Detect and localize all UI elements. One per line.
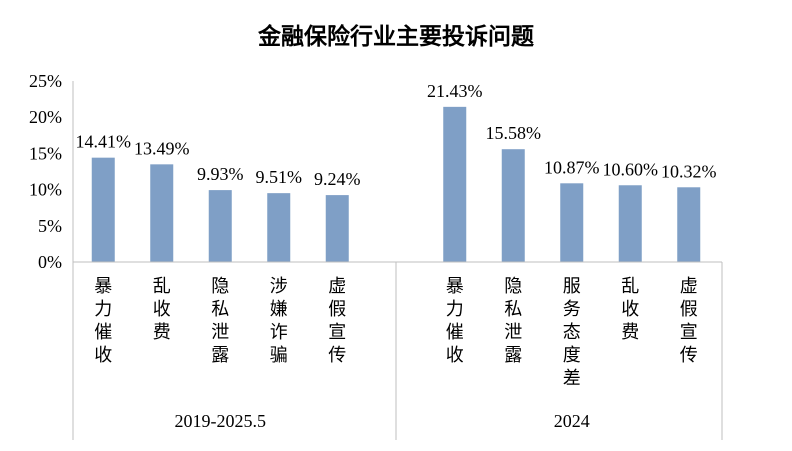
category-label: 暴力催收 — [94, 276, 112, 366]
data-label: 9.93% — [197, 164, 244, 184]
category-label: 虚假宣传 — [328, 276, 346, 366]
bar — [443, 106, 467, 262]
category-label: 服务态度差 — [563, 276, 581, 389]
x-axis: 暴力催收 乱收费 隐私泄露 涉嫌诈骗 虚假宣传 2019-2025.5 暴力催收 隐私泄露 服务… — [73, 261, 723, 440]
bar — [150, 164, 174, 262]
data-label: 14.41% — [76, 132, 132, 152]
category-label: 涉嫌诈骗 — [270, 276, 288, 366]
data-label: 10.32% — [661, 161, 717, 181]
data-label: 10.60% — [603, 159, 659, 179]
category-label: 乱收费 — [621, 276, 639, 343]
bar — [267, 193, 291, 262]
bar — [91, 157, 115, 262]
y-tick-label: 5% — [38, 216, 62, 236]
data-label: 9.51% — [256, 167, 303, 187]
bar — [677, 187, 701, 262]
bar — [501, 149, 525, 262]
category-label: 隐私泄露 — [504, 276, 522, 366]
bars: 14.41% 13.49%9.93% 9.51% 9.24%21.43%15.58%1… — [76, 81, 717, 262]
bar — [618, 185, 642, 262]
y-tick-label: 25% — [29, 71, 62, 91]
y-tick-label: 0% — [38, 252, 62, 272]
bar — [325, 195, 349, 262]
y-tick-label: 20% — [29, 107, 62, 127]
y-axis: 0% 5% 10% 15% 20% 25% — [29, 71, 74, 440]
category-label: 乱收费 — [153, 276, 171, 343]
data-label: 10.87% — [544, 157, 600, 177]
data-label: 9.24% — [314, 169, 361, 189]
group-label: 2024 — [554, 411, 590, 431]
data-label: 13.49% — [134, 138, 190, 158]
chart-title: 金融保险行业主要投诉问题 — [257, 23, 534, 50]
group-label: 2019-2025.5 — [175, 411, 267, 431]
category-label: 隐私泄露 — [211, 276, 229, 366]
category-label: 暴力催收 — [446, 276, 464, 366]
category-label: 虚假宣传 — [680, 276, 698, 366]
y-tick-label: 10% — [29, 180, 62, 200]
y-tick-label: 15% — [29, 143, 62, 163]
data-label: 15.58% — [486, 123, 542, 143]
bar — [560, 183, 584, 262]
bar — [208, 190, 232, 262]
data-label: 21.43% — [427, 81, 483, 101]
